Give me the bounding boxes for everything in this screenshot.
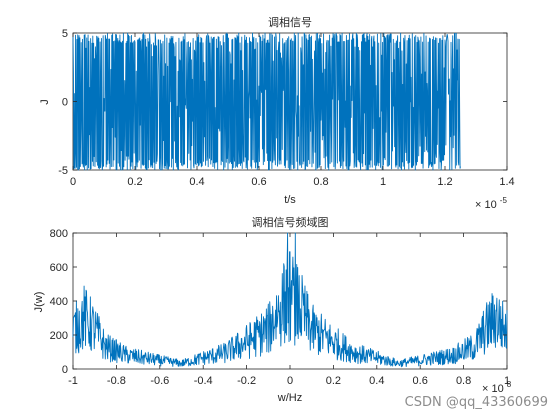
y-tick-label: 0 (62, 97, 68, 109)
watermark-text: CSDN @qq_43360699 (405, 395, 548, 410)
x-tick-label: 0.2 (326, 375, 341, 387)
y-tick-label: 5 (62, 28, 68, 40)
y-tick-label: 600 (50, 262, 68, 274)
x-tick-label: -0.2 (237, 375, 256, 387)
x-tick-label: 0.8 (313, 176, 328, 188)
x-tick-label: -0.6 (150, 375, 169, 387)
axes2-series-layer (72, 232, 508, 368)
x-tick-label: 0 (70, 176, 76, 188)
axes2-xticks: -1 -0.8 -0.6 -0.4 -0.2 0 0.2 0.4 0.6 0.8 1 (68, 233, 510, 387)
x-tick-label: 0.6 (251, 176, 266, 188)
x-tick-label: 0.2 (127, 176, 142, 188)
axes1-title: 调相信号 (268, 16, 312, 29)
axes1-xlabel: t/s (284, 194, 296, 206)
axes1-ylabel: J (39, 99, 51, 105)
axes1-x-exponent-base: × 10 (475, 199, 497, 211)
x-tick-label: 0 (287, 375, 293, 387)
x-tick-label: 0.4 (189, 176, 204, 188)
axes-phase-signal: 调相信号 0 0.2 0.4 0.6 0.8 1 1.2 1.4 -505 t/s J × 1… (39, 16, 515, 211)
x-tick-label: 0.6 (413, 375, 428, 387)
y-tick-label: 400 (50, 296, 68, 308)
x-tick-label: 1 (504, 375, 510, 387)
x-tick-label: 0.8 (456, 375, 471, 387)
axes1-yticks: -5 0 5 (58, 28, 507, 177)
x-tick-label: 1.4 (499, 176, 514, 188)
y-tick-label: 800 (50, 228, 68, 240)
y-tick-label: 0 (62, 364, 68, 376)
axes2-x-exponent-base: × 10 (482, 383, 504, 395)
x-tick-label: -1 (68, 375, 78, 387)
axes2-xlabel: w/Hz (277, 392, 302, 404)
series-line-spectrum (72, 232, 508, 368)
x-tick-label: -0.8 (107, 375, 126, 387)
axes1-series-layer (72, 32, 461, 171)
series-line-phase-signal (72, 32, 461, 171)
y-tick-label: 200 (50, 330, 68, 342)
axes2-yticks: 0 200 400 600 800 (50, 228, 507, 376)
x-tick-label: -0.4 (194, 375, 213, 387)
axes1-xticks: 0 0.2 0.4 0.6 0.8 1 1.2 1.4 (70, 33, 515, 188)
axes2-x-exponent: × 10 8 (482, 380, 512, 395)
x-tick-label: 0.4 (369, 375, 384, 387)
x-tick-label: 1.2 (437, 176, 452, 188)
axes1-x-exponent-power: -5 (500, 196, 508, 205)
axes1-x-exponent: × 10 -5 (475, 196, 507, 211)
axes-phase-spectrum: 调相信号频域图 -1 -0.8 -0.6 -0.4 -0.2 0 0.2 0.4 0.6 0.8 1… (33, 215, 512, 404)
axes2-x-exponent-power: 8 (507, 380, 512, 389)
axes2-title: 调相信号频域图 (252, 215, 329, 229)
y-tick-label: -5 (58, 165, 68, 177)
x-tick-label: 1 (380, 176, 386, 188)
axes2-ylabel: J(w) (33, 292, 45, 313)
